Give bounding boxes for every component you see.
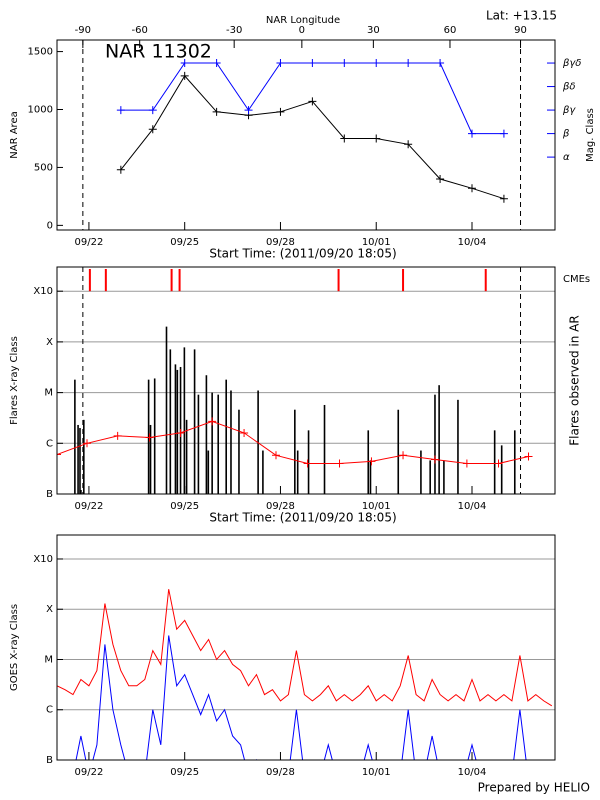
plot-frame [56, 534, 556, 761]
cme-label: CMEs [563, 274, 590, 285]
y-tick-label: B [46, 755, 53, 766]
y-tick-label: 1000 [28, 105, 53, 116]
y2-axis-label: Flares observed in AR [568, 315, 582, 445]
top-tick-label: -60 [132, 25, 148, 36]
footer: Prepared by HELIO [478, 781, 590, 795]
top-tick-label: -30 [226, 25, 242, 36]
y2-tick-label: α [563, 152, 570, 163]
y-axis-label: Flares X-ray Class [9, 336, 20, 425]
x-tick-label: 09/22 [75, 501, 104, 512]
chart-subtitle: Lat: +13.15 [486, 9, 557, 23]
series-line [120, 62, 504, 135]
x-tick-label: 09/22 [75, 237, 104, 248]
y-tick-label: C [46, 705, 53, 716]
chart-title: NAR 11302 [105, 41, 212, 63]
y2-tick-label: βγδ [562, 58, 581, 69]
y-tick-label: X [46, 604, 53, 615]
y-tick-label: X10 [33, 286, 53, 297]
y-tick-label: 0 [47, 220, 53, 231]
top-tick-label: -90 [75, 25, 91, 36]
x-tick-label: 10/01 [362, 767, 391, 778]
y2-tick-label: βγ [562, 105, 576, 116]
y-axis-label: NAR Area [9, 111, 20, 158]
y-tick-label: M [44, 654, 53, 665]
y2-tick-label: βδ [562, 82, 576, 93]
x-tick-label: 09/28 [266, 501, 295, 512]
point-marker [499, 194, 508, 203]
plot-area [116, 59, 508, 203]
y-tick-label: 1500 [28, 47, 53, 58]
plot-area [57, 326, 533, 494]
plot-frame [56, 266, 556, 495]
x-tick-label: 09/22 [75, 767, 104, 778]
x-tick-label: 09/28 [266, 237, 295, 248]
plot-frame [56, 39, 556, 231]
top-tick-label: 60 [444, 25, 457, 36]
y2-tick-label: β [562, 129, 570, 140]
x-tick-label: 10/01 [362, 501, 391, 512]
y-tick-label: 500 [34, 162, 53, 173]
x-tick-label: 10/04 [458, 237, 487, 248]
x-tick-label: 09/25 [170, 501, 199, 512]
y-tick-label: M [44, 388, 53, 399]
y-tick-label: B [46, 489, 53, 500]
y-tick-label: X [46, 337, 53, 348]
y2-axis-label: Mag. Class [585, 108, 596, 162]
x-tick-label: 10/04 [458, 501, 487, 512]
x-tick-label: 09/28 [266, 767, 295, 778]
point-marker [524, 452, 533, 461]
top-axis-label: NAR Longitude [266, 15, 340, 26]
plot-area [57, 589, 553, 760]
series-line [75, 635, 527, 760]
x-tick-label: 09/25 [170, 237, 199, 248]
x-axis-label: Start Time: (2011/09/20 18:05) [209, 247, 396, 261]
series-line [57, 589, 553, 707]
series-line [57, 420, 529, 464]
top-tick-label: 30 [367, 25, 380, 36]
top-tick-label: 0 [299, 25, 305, 36]
y-tick-label: C [46, 438, 53, 449]
x-tick-label: 10/04 [458, 767, 487, 778]
top-tick-label: 90 [514, 25, 527, 36]
x-axis-label: Start Time: (2011/09/20 18:05) [209, 511, 396, 525]
series-line [120, 75, 505, 200]
x-tick-label: 09/25 [170, 767, 199, 778]
point-marker [57, 450, 61, 459]
y-axis-label: GOES X-ray Class [9, 604, 20, 691]
y-tick-label: X10 [33, 554, 53, 565]
x-tick-label: 10/01 [362, 237, 391, 248]
